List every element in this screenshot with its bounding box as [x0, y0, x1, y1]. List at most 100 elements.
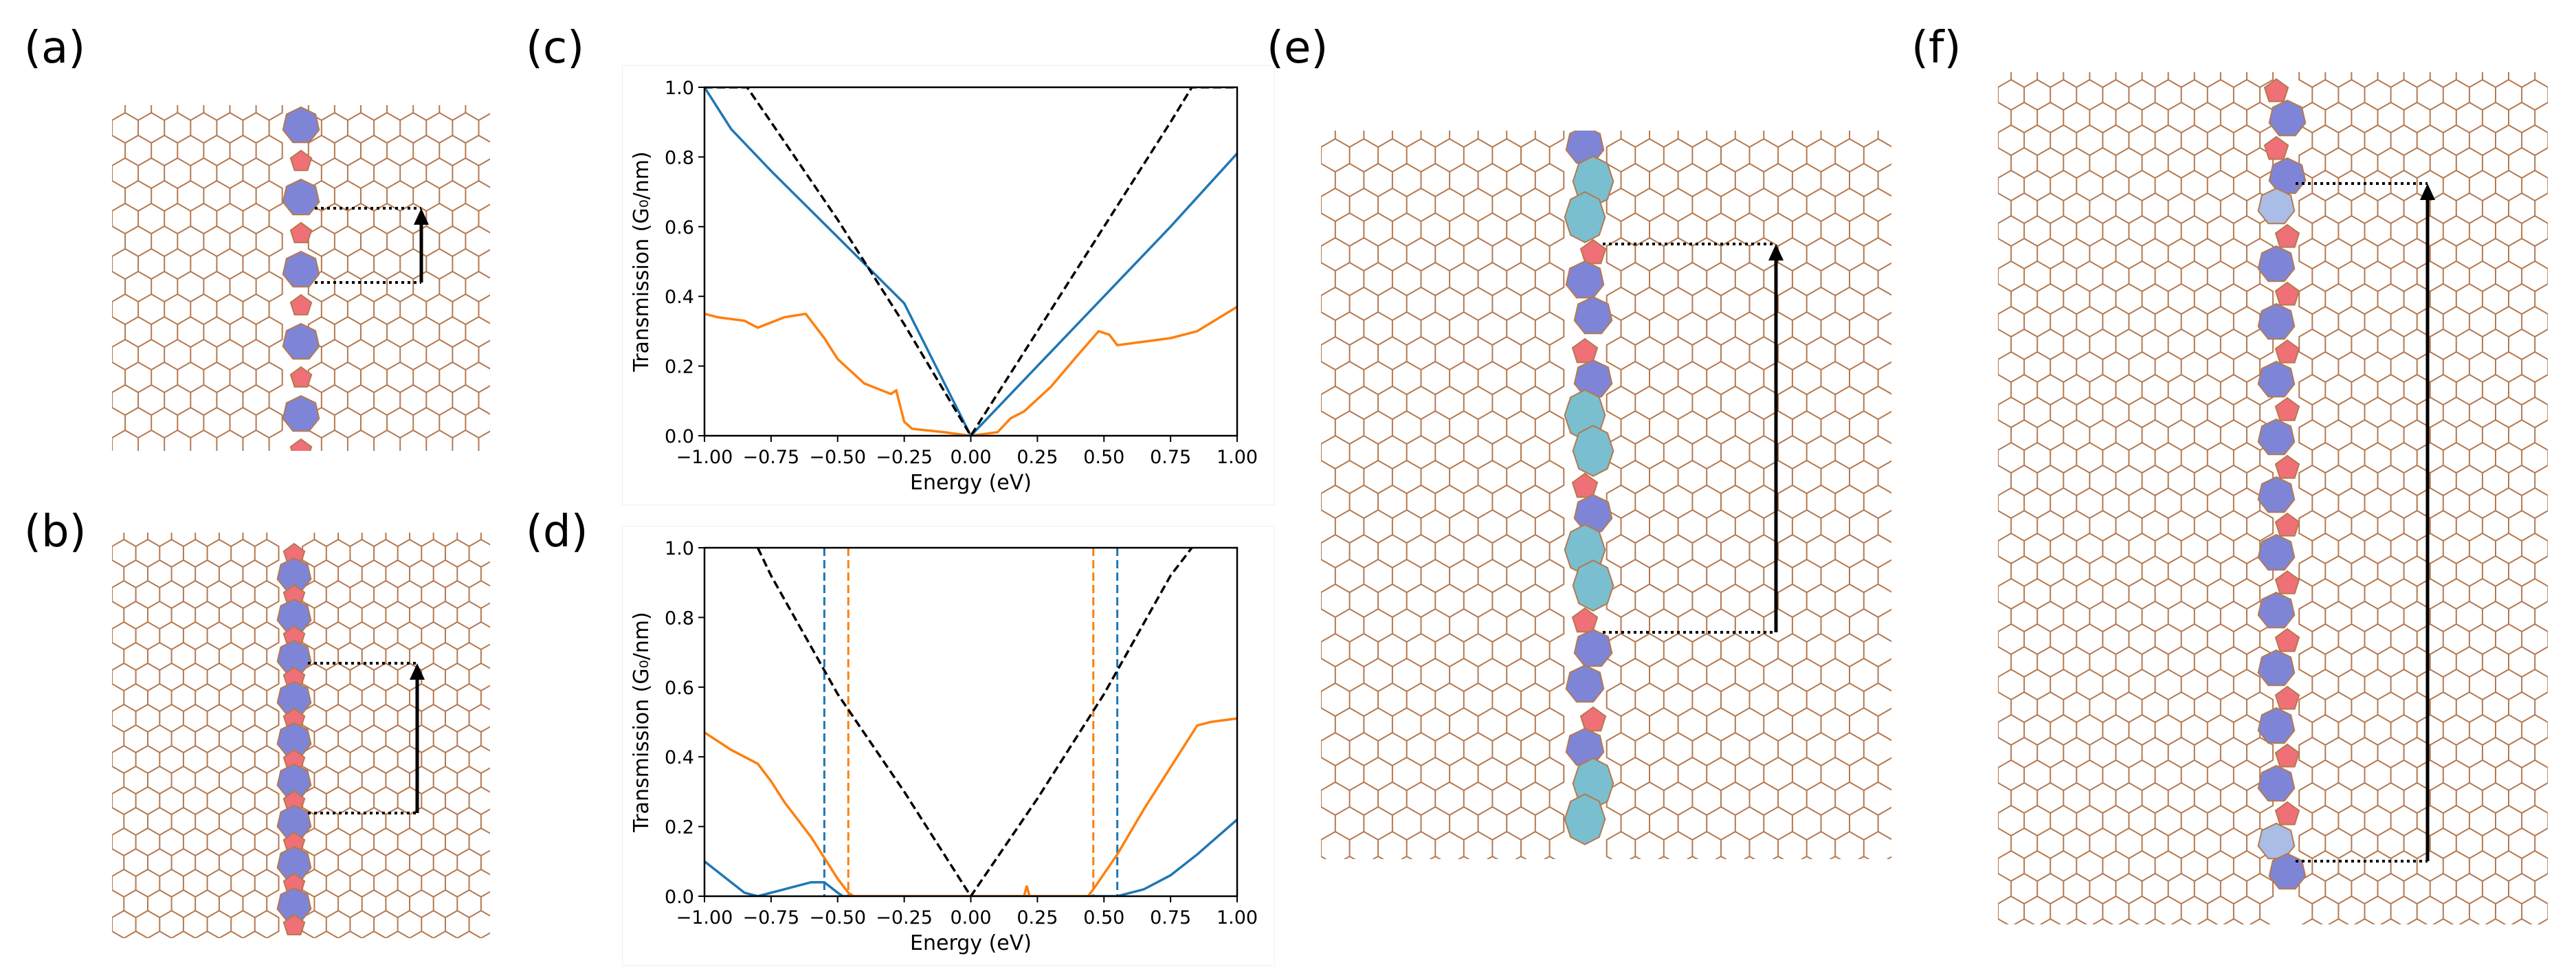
pentagon-ring: [289, 366, 313, 388]
series-blue-line: [704, 819, 1237, 896]
x-tick-label: −1.00: [676, 907, 733, 929]
octagon-ring: [1564, 191, 1606, 243]
heptagon-ring: [2257, 764, 2296, 802]
heptagon-ring: [2257, 707, 2296, 744]
defect-line: [276, 542, 312, 935]
y-tick-label: 0.2: [665, 357, 694, 378]
panel-label-f: (f): [1911, 23, 1962, 74]
x-tick-label: −1.00: [676, 447, 733, 468]
panel-label-b: (b): [24, 507, 87, 557]
transmission-plot-d: −1.00 −0.75 −0.50 −0.25 0.00 0.25 0.50 0.75 1.00…: [622, 526, 1275, 966]
x-tick-label: −0.75: [743, 907, 800, 929]
heptagon-ring: [2257, 245, 2296, 282]
heptagon-ring: [2257, 302, 2296, 340]
pentagon-ring: [2274, 281, 2300, 306]
series-orange-line: [704, 305, 1237, 436]
pentagon-ring: [2274, 223, 2300, 248]
series-black-line: [704, 87, 1237, 436]
x-tick-label: 1.00: [1217, 447, 1258, 468]
y-axis-label: Transmission (G₀/nm): [630, 151, 654, 372]
y-tick-label: 0.4: [665, 747, 694, 768]
heptagon-ring: [282, 106, 320, 144]
x-tick-label: −0.50: [809, 447, 866, 468]
heptagon-ring: [2257, 533, 2296, 571]
x-axis-label: Energy (eV): [910, 931, 1032, 955]
series-blue-line: [704, 87, 1237, 436]
pentagon-ring: [1571, 607, 1599, 633]
pentagon-ring: [289, 438, 313, 451]
panel-label-a: (a): [24, 23, 86, 74]
period-arrow: [315, 207, 429, 284]
pentagon-ring: [2263, 78, 2289, 102]
pentagon-ring: [2263, 135, 2289, 160]
lattice-panel-e: [1321, 131, 1891, 859]
y-tick-label: 0.8: [665, 608, 694, 629]
x-tick-label: 0.50: [1083, 447, 1124, 468]
defect-line: [1564, 131, 1614, 845]
heptagon-ring: [1573, 628, 1613, 667]
heptagon-ring: [1565, 664, 1605, 703]
pentagon-ring: [2274, 801, 2300, 825]
pentagon-ring: [1571, 472, 1599, 498]
lattice-panel-f: [1998, 72, 2548, 924]
heptagon-ring: [282, 178, 320, 216]
heptagon-ring: [1573, 296, 1613, 335]
panel-label-d: (d): [526, 507, 588, 557]
hex-lattice: [1321, 131, 1891, 859]
heptagon-ring: [2268, 99, 2307, 137]
y-tick-label: 0.6: [665, 678, 694, 699]
heptagon-ring: [1565, 727, 1605, 766]
heptagon-ring: [2257, 649, 2296, 687]
y-tick-label: 0.0: [665, 426, 694, 447]
y-tick-label: 0.2: [665, 817, 694, 838]
heptagon-ring: [282, 394, 320, 432]
pentagon-ring: [289, 149, 313, 171]
heptagon-ring: [2257, 591, 2296, 629]
pentagon-ring: [2274, 454, 2300, 479]
x-tick-label: −0.25: [876, 907, 933, 929]
y-tick-label: 0.4: [665, 287, 694, 308]
x-axis-label: Energy (eV): [910, 471, 1032, 495]
x-tick-label: 0.00: [950, 447, 991, 468]
heptagon-ring: [2257, 476, 2296, 513]
pentagon-ring: [2274, 570, 2300, 594]
heptagon-ring: [1565, 260, 1605, 299]
heptagon-ring: [2268, 157, 2307, 194]
pentagon-ring: [2274, 339, 2300, 364]
period-arrow: [308, 662, 425, 814]
y-tick-label: 1.0: [665, 78, 694, 99]
x-tick-label: 0.00: [950, 907, 991, 929]
x-tick-label: 0.75: [1150, 447, 1191, 468]
defect-line: [2257, 78, 2307, 890]
y-tick-label: 0.0: [665, 887, 694, 908]
series-orange-line: [704, 717, 1237, 896]
x-tick-label: 0.25: [1017, 447, 1058, 468]
period-arrow: [2296, 182, 2435, 863]
light-heptagon-ring: [2257, 822, 2296, 860]
octagon-ring: [1572, 559, 1614, 612]
octagon-ring: [1572, 425, 1614, 477]
x-tick-label: 0.25: [1017, 907, 1058, 929]
y-tick-label: 0.8: [665, 147, 694, 168]
pentagon-ring: [1571, 337, 1599, 364]
light-heptagon-ring: [2257, 187, 2296, 225]
pentagon-ring: [2274, 743, 2300, 768]
lattice-panel-b: [112, 533, 490, 938]
heptagon-ring: [282, 250, 320, 288]
pentagon-ring: [1579, 706, 1607, 732]
y-tick-label: 1.0: [665, 538, 694, 559]
heptagon-ring: [2257, 418, 2296, 456]
pentagon-ring: [2274, 627, 2300, 652]
pentagon-ring: [282, 913, 306, 935]
y-tick-label: 0.6: [665, 217, 694, 238]
y-axis-label: Transmission (G₀/nm): [630, 612, 654, 832]
hex-lattice: [112, 533, 490, 938]
lattice-panel-a: [112, 105, 490, 451]
heptagon-ring: [1573, 359, 1613, 398]
period-arrow: [1603, 243, 1784, 634]
series-black-line: [756, 548, 1193, 896]
pentagon-ring: [2274, 397, 2300, 421]
x-tick-label: −0.75: [743, 447, 800, 468]
x-tick-label: −0.25: [876, 447, 933, 468]
panel-label-c: (c): [526, 23, 585, 74]
